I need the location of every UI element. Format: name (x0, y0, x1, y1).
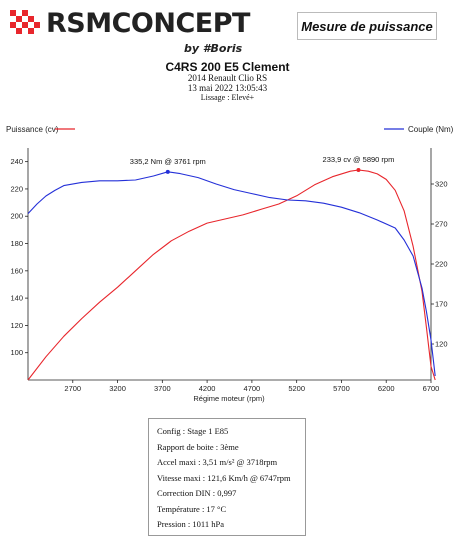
x-tick-label: 5700 (333, 384, 350, 393)
run-datetime: 13 mai 2022 13:05:43 (187, 83, 268, 93)
brand-logo: RSMCONCEPT by #Boris (6, 6, 251, 64)
info-gear: Rapport de boite : 3ème (157, 441, 239, 452)
vehicle-label: 2014 Renault Clio RS (187, 73, 268, 83)
y-ticks-right: 120 170 220 270 320 (431, 180, 448, 349)
torque-line (27, 171, 436, 377)
run-title: C4RS 200 E5 Clement (165, 60, 290, 74)
x-tick-label: 5200 (288, 384, 305, 393)
y-ticks-left: 100 120 140 160 180 200 220 240 (10, 157, 28, 357)
legend-power: Puissance (cv) (6, 125, 75, 134)
y-left-tick-label: 240 (10, 157, 23, 166)
info-max-speed: Vitesse maxi : 121,6 Km/h @ 6747rpm (157, 472, 291, 483)
x-tick-label: 3700 (154, 384, 171, 393)
info-max-accel: Accel maxi : 3,51 m/s² @ 3718rpm (157, 457, 278, 467)
series-lines (27, 169, 436, 381)
y-right-tick-label: 170 (435, 300, 448, 309)
power-line (27, 169, 436, 381)
y-left-tick-label: 120 (10, 321, 23, 330)
x-tick-label: 3200 (109, 384, 126, 393)
y-left-tick-label: 200 (10, 212, 23, 221)
checkered-flag-icon (10, 10, 40, 34)
info-pressure: Pression : 1011 hPa (157, 519, 224, 529)
brand-name: RSMCONCEPT (46, 8, 250, 39)
peak-torque-marker (165, 169, 170, 174)
y-right-tick-label: 220 (435, 260, 448, 269)
y-left-tick-label: 180 (10, 239, 23, 248)
info-din-correction: Correction DIN : 0,997 (157, 488, 237, 498)
y-right-tick-label: 120 (435, 340, 448, 349)
peak-annotations: 233,9 cv @ 5890 rpm 335,2 Nm @ 3761 rpm (130, 155, 395, 174)
peak-power-marker (356, 167, 361, 172)
info-config: Config : Stage 1 E85 (157, 426, 229, 436)
x-tick-label: 6700 (423, 384, 440, 393)
y-left-tick-label: 160 (10, 266, 23, 275)
y-right-tick-label: 270 (435, 220, 448, 229)
run-info-box: Config : Stage 1 E85 Rapport de boite : … (148, 418, 306, 536)
peak-torque-label: 335,2 Nm @ 3761 rpm (130, 157, 206, 166)
legend-torque: Couple (Nm) (384, 125, 454, 134)
report-type-badge: Mesure de puissance (297, 12, 437, 40)
info-temperature: Température : 17 °C (157, 503, 227, 514)
brand-tagline: by #Boris (184, 42, 243, 55)
y-right-tick-label: 320 (435, 180, 448, 189)
y-left-tick-label: 220 (10, 184, 23, 193)
peak-power-label: 233,9 cv @ 5890 rpm (323, 155, 395, 164)
x-tick-label: 6200 (378, 384, 395, 393)
x-tick-label: 4700 (244, 384, 261, 393)
x-tick-label: 4200 (199, 384, 216, 393)
x-tick-label: 2700 (64, 384, 81, 393)
x-ticks: 2700 3200 3700 4200 4700 5200 5700 6200 6700 (64, 380, 439, 393)
power-torque-chart: Puissance (cv) Couple (Nm) 2700 3200 3700 4… (6, 125, 454, 403)
y-left-tick-label: 140 (10, 294, 23, 303)
x-axis-label: Régime moteur (rpm) (193, 394, 265, 403)
smoothing-label: Lissage : Elevé+ (200, 93, 255, 102)
legend-torque-label: Couple (Nm) (408, 125, 454, 134)
legend-power-label: Puissance (cv) (6, 125, 59, 134)
y-left-tick-label: 100 (10, 348, 23, 357)
